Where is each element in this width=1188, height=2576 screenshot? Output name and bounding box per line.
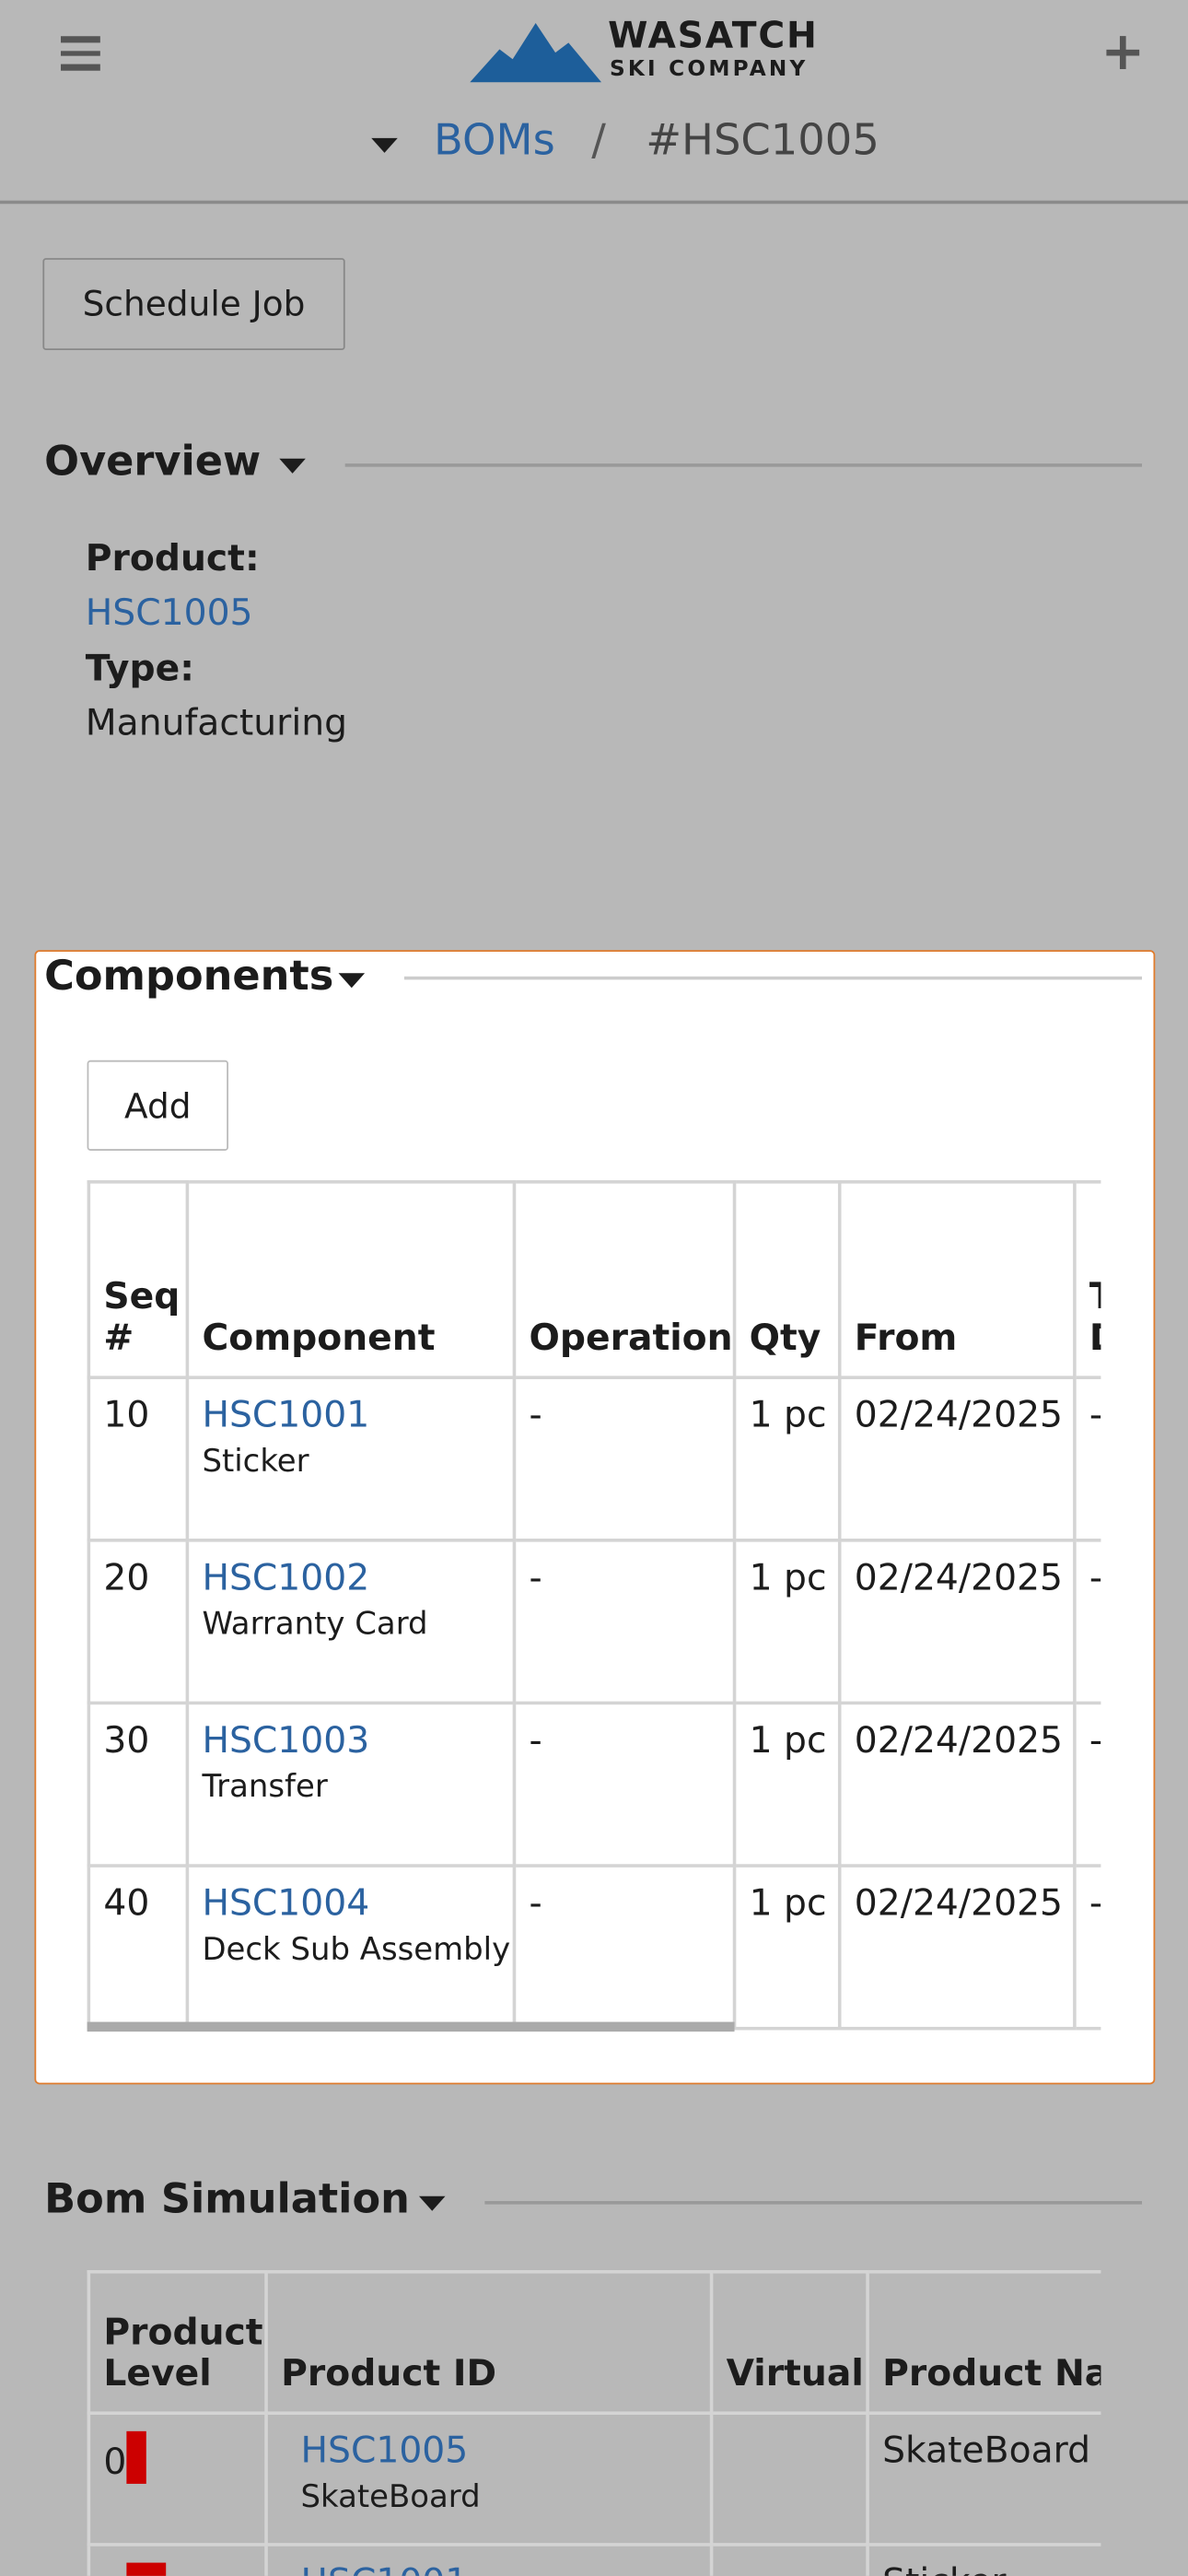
components-table-wrap: Seq #ComponentOperationQtyFromT D10HSC10… — [87, 1180, 1101, 2032]
column-header: T D — [1073, 1180, 1101, 1379]
add-button[interactable]: Add — [87, 1060, 229, 1151]
component-description: Deck Sub Assembly — [202, 1931, 511, 1968]
column-header: Operation — [512, 1180, 737, 1379]
virtual-cell — [709, 2543, 869, 2576]
scrollbar[interactable] — [87, 2021, 735, 2032]
logo-subtext: SKI COMPANY — [609, 57, 809, 83]
seq-cell: 40 — [87, 1864, 190, 2031]
component-cell: HSC1003 Transfer — [185, 1701, 517, 1868]
level-cell: 1 — [87, 2543, 268, 2576]
component-link[interactable]: HSC1002 — [202, 1558, 370, 1600]
operation-cell: - — [512, 1539, 737, 1705]
field-label: Product: — [85, 539, 260, 580]
breadcrumb-link[interactable]: BOMs — [434, 116, 555, 167]
level-value: 1 — [103, 2574, 126, 2576]
column-header: Product Nar — [866, 2269, 1101, 2415]
component-link[interactable]: HSC1003 — [202, 1721, 370, 1762]
component-cell: HSC1001 Sticker — [185, 1376, 517, 1542]
section-rule — [403, 976, 1143, 979]
schedule-job-button[interactable]: Schedule Job — [42, 258, 345, 351]
column-header: Qty — [732, 1180, 842, 1379]
section-toggle[interactable] — [418, 2195, 446, 2211]
table-row: 0 HSC1005 SkateBoard SkateBoard — [87, 2411, 1101, 2547]
header-row: Seq #ComponentOperationQtyFromT D — [87, 1180, 1101, 1379]
add-icon[interactable]: + — [1101, 19, 1146, 83]
component-description: Transfer — [202, 1768, 328, 1806]
column-header: From — [837, 1180, 1077, 1379]
component-cell: HSC1002 Warranty Card — [185, 1539, 517, 1705]
product-name-cell: Sticker — [866, 2543, 1101, 2576]
section-title: Components — [44, 952, 334, 1000]
seq-cell: 30 — [87, 1701, 190, 1868]
to-cell: - — [1073, 1701, 1101, 1868]
column-header: Seq # — [87, 1180, 190, 1379]
seq-cell: 10 — [87, 1376, 190, 1542]
menu-icon[interactable] — [61, 33, 100, 73]
level-bar — [126, 2562, 167, 2576]
operation-cell: - — [512, 1864, 737, 2031]
virtual-cell — [709, 2411, 869, 2547]
table-row: 1 HSC1001 Sticker — [87, 2543, 1101, 2576]
table-row: 40 HSC1004 Deck Sub Assembly -1 pc 02/24/202… — [87, 1864, 1101, 2031]
section-toggle[interactable] — [279, 458, 306, 474]
component-cell: HSC1004 Deck Sub Assembly — [185, 1864, 517, 2031]
operation-cell: - — [512, 1376, 737, 1542]
qty-cell: 1 pc — [732, 1539, 842, 1705]
header-border — [0, 200, 1188, 205]
column-header: Component — [185, 1180, 517, 1379]
breadcrumb-current: #HSC1005 — [646, 116, 879, 167]
product-name-cell: SkateBoard — [866, 2411, 1101, 2547]
seq-cell: 20 — [87, 1539, 190, 1705]
component-link[interactable]: HSC1004 — [202, 1883, 370, 1926]
product-id-cell: HSC1005 SkateBoard — [264, 2411, 714, 2547]
field-label: Type: — [85, 649, 194, 691]
from-cell: 02/24/2025 — [837, 1539, 1077, 1705]
to-cell: - — [1073, 1539, 1101, 1705]
component-link[interactable]: HSC1001 — [202, 1395, 370, 1437]
field-value: Manufacturing — [85, 703, 348, 745]
column-header: Virtual — [709, 2269, 869, 2415]
level-value: 0 — [103, 2442, 127, 2484]
level-cell: 0 — [87, 2411, 268, 2547]
to-cell: - — [1073, 1864, 1101, 2031]
section-title: Bom Simulation — [44, 2174, 410, 2223]
logo-text: WASATCH — [608, 16, 819, 58]
section-toggle[interactable] — [338, 973, 366, 989]
product-link[interactable]: HSC1001 — [301, 2563, 697, 2576]
product-link[interactable]: HSC1005 — [300, 2430, 469, 2473]
qty-cell: 1 pc — [732, 1864, 842, 2031]
section-title: Overview — [44, 437, 262, 486]
breadcrumb-caret[interactable] — [371, 137, 398, 153]
qty-cell: 1 pc — [732, 1376, 842, 1542]
from-cell: 02/24/2025 — [837, 1701, 1077, 1868]
section-rule — [344, 463, 1143, 466]
to-cell: - — [1073, 1376, 1101, 1542]
logo-mark — [470, 22, 602, 83]
components-table: Seq #ComponentOperationQtyFromT D10HSC10… — [87, 1180, 1101, 2031]
product-link[interactable]: HSC1005 — [85, 593, 253, 635]
product-description: SkateBoard — [300, 2478, 481, 2515]
component-description: Sticker — [202, 1443, 309, 1480]
column-header: Product Level — [87, 2269, 268, 2415]
qty-cell: 1 pc — [732, 1701, 842, 1868]
from-cell: 02/24/2025 — [837, 1864, 1077, 2031]
from-cell: 02/24/2025 — [837, 1376, 1077, 1542]
component-description: Warranty Card — [202, 1606, 428, 1643]
column-header: Product ID — [264, 2269, 714, 2415]
section-rule — [484, 2201, 1143, 2204]
breadcrumb-separator: / — [591, 116, 606, 167]
operation-cell: - — [512, 1701, 737, 1868]
product-id-cell: HSC1001 — [264, 2543, 714, 2576]
level-bar — [126, 2430, 146, 2484]
